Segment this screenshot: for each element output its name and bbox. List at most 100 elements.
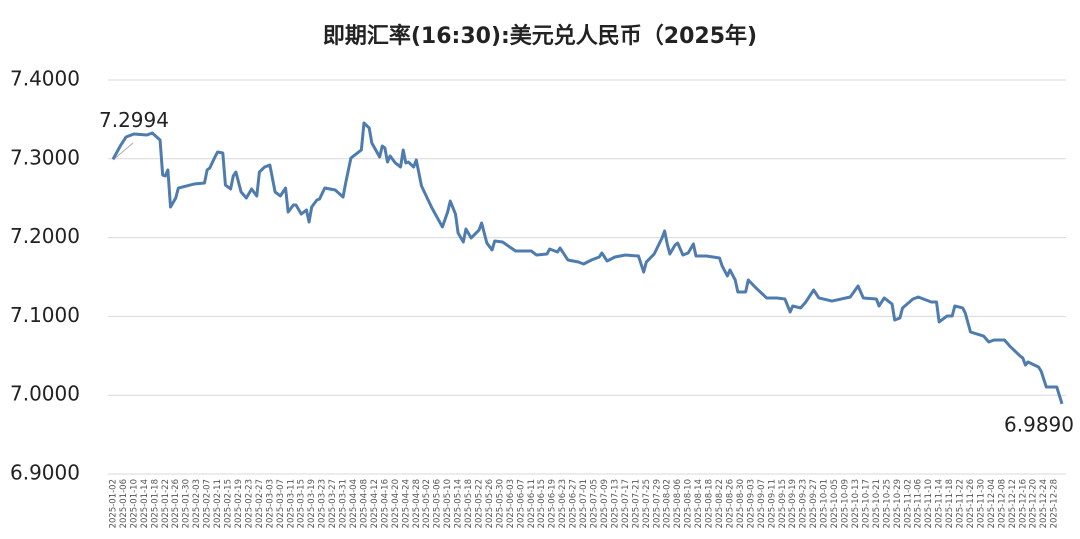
x-tick-label: 2025-07-13: [610, 479, 620, 528]
x-tick-label: 2025-12-28: [1050, 479, 1060, 528]
x-tick-label: 2025-09-07: [757, 479, 767, 528]
x-tick-label: 2025-10-17: [861, 479, 871, 528]
x-tick-label: 2025-02-07: [203, 479, 213, 528]
x-tick-label: 2025-07-09: [600, 479, 610, 528]
x-tick-label: 2025-10-05: [830, 479, 840, 528]
x-tick-label: 2025-08-14: [694, 479, 704, 528]
x-tick-label: 2025-03-03: [265, 479, 275, 528]
x-tick-label: 2025-02-19: [234, 479, 244, 528]
x-tick-label: 2025-04-16: [380, 479, 390, 528]
series-line: [111, 121, 1064, 405]
x-tick-label: 2025-05-26: [485, 479, 495, 528]
x-tick-label: 2025-10-21: [872, 479, 882, 528]
x-tick-label: 2025-08-26: [725, 479, 735, 528]
x-tick-label: 2025-11-22: [956, 479, 966, 528]
x-tick-label: 2025-03-11: [286, 479, 296, 528]
y-tick-label: 7.0000: [10, 382, 80, 406]
chart-title: 即期汇率(16:30):美元兑人民币（2025年): [323, 23, 757, 49]
x-tick-label: 2025-07-29: [652, 479, 662, 528]
x-tick-label: 2025-07-25: [642, 479, 652, 528]
y-tick-label: 7.4000: [10, 67, 80, 91]
x-tick-label: 2025-04-12: [370, 479, 380, 528]
y-tick-label: 7.1000: [10, 303, 80, 327]
x-tick-label: 2025-10-09: [841, 479, 851, 528]
x-tick-label: 2025-07-17: [621, 479, 631, 528]
x-tick-label: 2025-05-02: [422, 479, 432, 528]
x-tick-label: 2025-11-30: [976, 479, 986, 528]
x-tick-label: 2025-02-23: [244, 479, 254, 528]
x-tick-label: 2025-10-01: [820, 479, 830, 528]
x-tick-label: 2025-10-13: [851, 479, 861, 528]
x-tick-label: 2025-07-05: [590, 479, 600, 528]
x-tick-label: 2025-01-06: [119, 479, 129, 528]
x-tick-label: 2025-08-10: [684, 479, 694, 528]
data-label: 6.9890: [1004, 412, 1074, 436]
x-tick-label: 2025-05-30: [495, 479, 505, 528]
x-tick-label: 2025-01-18: [150, 479, 160, 528]
y-tick-label: 7.3000: [10, 145, 80, 169]
x-tick-label: 2025-05-10: [443, 479, 453, 528]
x-tick-label: 2025-09-23: [799, 479, 809, 528]
x-tick-label: 2025-03-27: [328, 479, 338, 528]
x-tick-label: 2025-07-01: [579, 479, 589, 528]
x-tick-label: 2025-09-27: [809, 479, 819, 528]
x-tick-label: 2025-10-25: [882, 479, 892, 528]
x-tick-label: 2025-11-26: [966, 479, 976, 528]
x-tick-label: 2025-12-08: [997, 479, 1007, 528]
x-tick-label: 2025-01-10: [129, 479, 139, 528]
x-tick-label: 2025-05-18: [464, 479, 474, 528]
x-tick-label: 2025-08-30: [736, 479, 746, 528]
x-tick-label: 2025-04-28: [412, 479, 422, 528]
x-tick-label: 2025-03-15: [297, 479, 307, 528]
x-tick-label: 2025-12-04: [987, 479, 997, 528]
y-tick-label: 7.2000: [10, 224, 80, 248]
x-tick-label: 2025-06-27: [569, 479, 579, 528]
x-tick-label: 2025-01-22: [161, 479, 171, 528]
x-tick-label: 2025-06-15: [537, 479, 547, 528]
x-tick-label: 2025-12-12: [1008, 479, 1018, 528]
x-tick-label: 2025-04-08: [359, 479, 369, 528]
x-tick-label: 2025-03-31: [339, 479, 349, 528]
x-tick-label: 2025-06-03: [506, 479, 516, 528]
x-tick-label: 2025-02-03: [192, 479, 202, 528]
x-tick-label: 2025-09-15: [778, 479, 788, 528]
x-tick-label: 2025-09-03: [746, 479, 756, 528]
x-tick-label: 2025-06-23: [558, 479, 568, 528]
x-tick-label: 2025-01-14: [140, 479, 150, 528]
x-tick-label: 2025-11-10: [924, 479, 934, 528]
x-tick-label: 2025-08-06: [673, 479, 683, 528]
x-tick-label: 2025-07-21: [631, 479, 641, 528]
x-tick-label: 2025-04-04: [349, 479, 359, 528]
x-tick-label: 2025-06-07: [516, 479, 526, 528]
x-tick-label: 2025-10-29: [893, 479, 903, 528]
data-label: 7.2994: [99, 108, 169, 132]
x-tick-label: 2025-09-11: [767, 479, 777, 528]
x-tick-label: 2025-01-26: [171, 479, 181, 528]
x-tick-label: 2025-02-15: [224, 479, 234, 528]
x-tick-label: 2025-12-24: [1039, 479, 1049, 528]
x-tick-label: 2025-11-14: [935, 479, 945, 528]
x-tick-label: 2025-02-11: [213, 479, 223, 528]
y-tick-label: 6.9000: [10, 461, 80, 485]
x-tick-label: 2025-01-30: [182, 479, 192, 528]
x-tick-label: 2025-03-19: [307, 479, 317, 528]
x-tick-label: 2025-12-20: [1029, 479, 1039, 528]
x-tick-label: 2025-03-23: [318, 479, 328, 528]
x-tick-label: 2025-06-19: [548, 479, 558, 528]
x-tick-label: 2025-02-27: [255, 479, 265, 528]
x-tick-label: 2025-11-06: [914, 479, 924, 528]
x-tick-label: 2025-05-06: [433, 479, 443, 528]
x-tick-label: 2025-05-14: [454, 479, 464, 528]
x-tick-label: 2025-03-07: [276, 479, 286, 528]
x-tick-label: 2025-08-02: [663, 479, 673, 528]
x-tick-label: 2025-11-18: [945, 479, 955, 528]
x-tick-label: 2025-09-19: [788, 479, 798, 528]
x-tick-label: 2025-08-18: [705, 479, 715, 528]
x-tick-label: 2025-08-22: [715, 479, 725, 528]
x-tick-label: 2025-11-02: [903, 479, 913, 528]
x-tick-label: 2025-04-20: [391, 479, 401, 528]
x-tick-label: 2025-06-11: [527, 479, 537, 528]
x-tick-label: 2025-01-02: [109, 479, 119, 528]
x-tick-label: 2025-12-16: [1018, 479, 1028, 528]
